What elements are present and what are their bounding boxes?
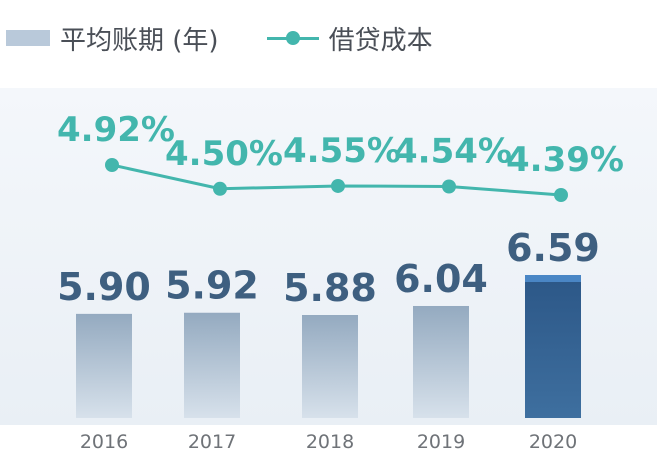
x-tick-label-2019: 2019 — [417, 431, 465, 453]
x-tick-label-2016: 2016 — [80, 431, 128, 453]
bar-value-label-2016: 5.90 — [57, 265, 151, 309]
bar-value-label-2018: 5.88 — [283, 266, 377, 310]
bar-2019 — [413, 305, 469, 418]
bar-cap-2020 — [525, 275, 581, 282]
line-point-2020 — [554, 188, 568, 202]
bar-2020 — [525, 275, 581, 418]
legend-line-label: 借贷成本 — [328, 25, 433, 56]
legend-bar-swatch — [6, 30, 50, 46]
line-point-2019 — [442, 179, 456, 194]
bar-2016 — [76, 313, 132, 418]
bar-value-label-2017: 5.92 — [165, 264, 259, 308]
line-point-2018 — [331, 178, 345, 193]
rate-value-label-2016: 4.92% — [57, 110, 175, 150]
bar-value-label-2019: 6.04 — [394, 257, 488, 301]
rate-value-label-2019: 4.54% — [394, 132, 512, 172]
legend-item-line: 借贷成本 — [219, 20, 433, 57]
bar-2018 — [302, 315, 358, 418]
x-tick-label-2017: 2017 — [188, 431, 236, 453]
bar-2017 — [184, 312, 240, 418]
line-point-2017 — [213, 181, 227, 196]
rate-value-label-2018: 4.55% — [283, 131, 401, 171]
x-tick-label-2018: 2018 — [306, 431, 354, 453]
x-tick-label-2020: 2020 — [529, 431, 577, 453]
legend-item-bar: 平均账期 (年) — [6, 20, 219, 57]
bar-value-label-2020: 6.59 — [506, 226, 600, 270]
legend: 平均账期 (年) 借贷成本 — [6, 18, 433, 58]
legend-line-swatch — [266, 30, 319, 46]
rate-value-label-2020: 4.39% — [506, 140, 624, 180]
line-point-2016 — [105, 158, 119, 172]
legend-bar-label: 平均账期 (年) — [60, 25, 219, 56]
rate-value-label-2017: 4.50% — [165, 134, 283, 174]
